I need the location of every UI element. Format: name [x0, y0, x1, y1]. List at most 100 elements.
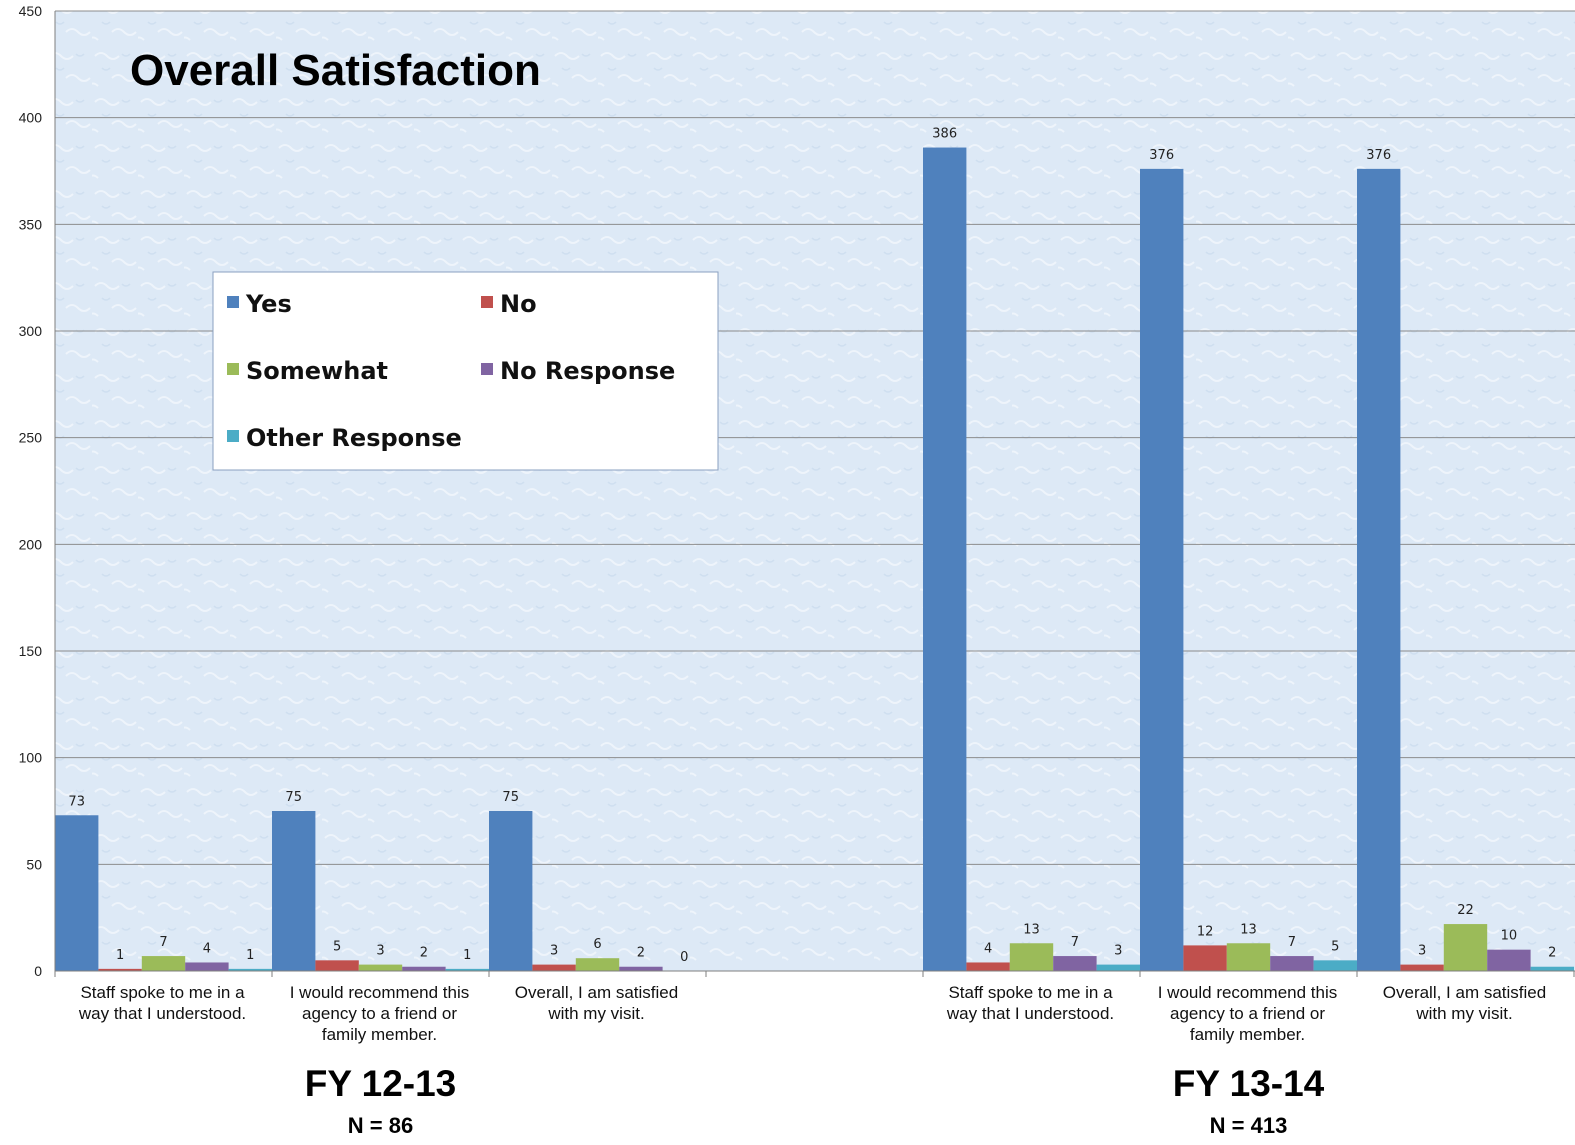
category-label: agency to a friend or — [1170, 1004, 1325, 1023]
bar-no-response — [402, 966, 446, 971]
bar-no — [1400, 964, 1444, 971]
y-tick-label: 0 — [34, 963, 42, 979]
bar-yes — [1357, 168, 1401, 971]
group-label: FY 13-14 — [1173, 1063, 1325, 1104]
data-label: 4 — [984, 941, 992, 956]
bar-yes — [489, 811, 533, 971]
data-label: 0 — [680, 950, 688, 965]
category-label: family member. — [1190, 1025, 1305, 1044]
bar-no — [966, 962, 1010, 971]
data-label: 5 — [1331, 939, 1339, 954]
data-label: 4 — [203, 941, 211, 956]
legend-swatch — [227, 430, 239, 442]
legend-label: Somewhat — [246, 357, 388, 385]
bar-somewhat — [1226, 943, 1271, 971]
data-label: 3 — [1418, 944, 1426, 959]
y-tick-label: 50 — [26, 856, 42, 872]
data-label: 2 — [1548, 946, 1556, 961]
data-label: 22 — [1457, 903, 1474, 918]
data-label: 7 — [1071, 935, 1079, 950]
data-label: 386 — [932, 127, 957, 142]
legend-swatch — [227, 363, 239, 375]
category-label: Overall, I am satisfied — [515, 983, 678, 1002]
data-label: 2 — [420, 946, 428, 961]
group-n-label: N = 413 — [1210, 1113, 1288, 1138]
data-label: 12 — [1197, 924, 1214, 939]
bar-no-response — [185, 962, 229, 971]
legend: Yes No Somewhat No Response Other Response — [212, 271, 719, 471]
y-tick-label: 350 — [19, 216, 43, 232]
legend-swatch — [481, 296, 493, 308]
bars — [55, 147, 1574, 972]
y-tick-label: 250 — [19, 430, 43, 446]
data-label: 376 — [1366, 148, 1391, 163]
y-tick-label: 300 — [19, 323, 43, 339]
data-label: 3 — [376, 944, 384, 959]
bar-yes — [923, 147, 967, 972]
data-label: 75 — [502, 790, 519, 805]
data-label: 75 — [285, 790, 302, 805]
legend-label: Other Response — [246, 424, 462, 452]
legend-label: Yes — [245, 290, 292, 318]
legend-swatch — [227, 296, 239, 308]
data-label: 10 — [1501, 929, 1518, 944]
data-label: 7 — [159, 935, 167, 950]
bar-no-response — [1487, 949, 1531, 971]
bar-other-response — [1096, 964, 1140, 971]
bar-yes — [272, 811, 316, 971]
bar-no — [532, 964, 576, 971]
category-label: Staff spoke to me in a — [80, 983, 245, 1002]
category-label: Staff spoke to me in a — [948, 983, 1113, 1002]
bar-no-response — [619, 966, 663, 971]
data-label: 5 — [333, 939, 341, 954]
bar-other-response — [445, 968, 489, 971]
data-label: 1 — [246, 948, 254, 963]
bar-no — [315, 960, 359, 971]
bar-somewhat — [575, 958, 620, 971]
bar-other-response — [1530, 966, 1574, 971]
category-label: I would recommend this — [1158, 983, 1338, 1002]
data-label: 1 — [116, 948, 124, 963]
data-label: 7 — [1288, 935, 1296, 950]
data-label: 13 — [1023, 922, 1040, 937]
bar-no — [1183, 945, 1227, 971]
bar-somewhat — [1443, 924, 1488, 971]
group-label: FY 12-13 — [305, 1063, 457, 1104]
legend-box — [212, 271, 719, 471]
bar-yes — [55, 815, 99, 971]
category-label: with my visit. — [547, 1004, 644, 1023]
bar-other-response — [228, 968, 272, 971]
y-tick-label: 400 — [19, 110, 43, 126]
bar-somewhat — [358, 964, 403, 971]
category-label: way that I understood. — [78, 1004, 246, 1023]
y-tick-label: 150 — [19, 643, 43, 659]
bar-yes — [1140, 168, 1184, 971]
y-tick-label: 200 — [19, 536, 43, 552]
category-label: Overall, I am satisfied — [1383, 983, 1546, 1002]
category-label: agency to a friend or — [302, 1004, 457, 1023]
bar-somewhat — [141, 956, 186, 971]
bar-somewhat — [1009, 943, 1054, 971]
legend-label: No Response — [500, 357, 675, 385]
data-label: 13 — [1240, 922, 1257, 937]
y-tick-label: 450 — [19, 3, 43, 19]
data-label: 73 — [68, 794, 85, 809]
category-label: with my visit. — [1415, 1004, 1512, 1023]
data-label: 2 — [637, 946, 645, 961]
data-label: 3 — [1114, 944, 1122, 959]
category-label: I would recommend this — [290, 983, 470, 1002]
bar-no-response — [1053, 956, 1097, 971]
data-label: 1 — [463, 948, 471, 963]
category-label: family member. — [322, 1025, 437, 1044]
data-label: 3 — [550, 944, 558, 959]
legend-swatch — [481, 363, 493, 375]
chart-title: Overall Satisfaction — [130, 46, 541, 95]
bar-no — [98, 968, 142, 971]
y-tick-label: 100 — [19, 750, 43, 766]
category-label: way that I understood. — [946, 1004, 1114, 1023]
data-label: 376 — [1149, 148, 1174, 163]
legend-label: No — [500, 290, 537, 318]
